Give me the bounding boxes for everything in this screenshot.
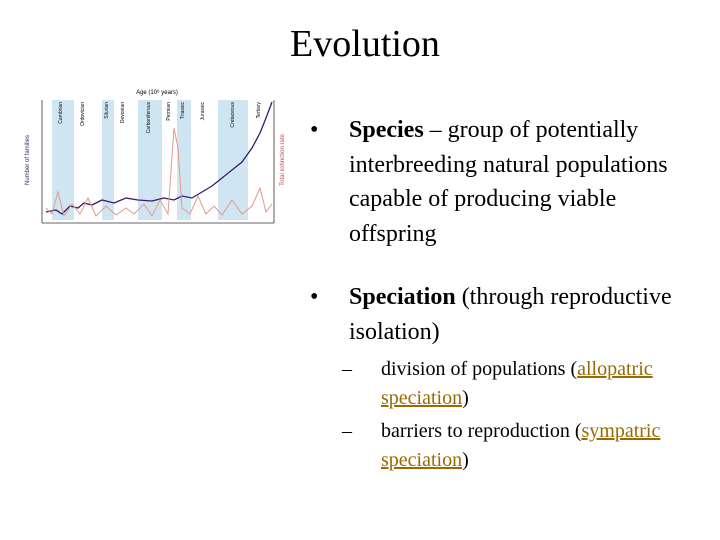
text: ) xyxy=(462,449,469,471)
family-curve xyxy=(45,101,273,215)
x-axis-label: Age (10⁶ years) xyxy=(136,89,178,96)
period-label: Silurian xyxy=(104,102,110,119)
link[interactable]: allopatric speciation xyxy=(381,358,653,409)
bullet-text: Species – group of potentially interbree… xyxy=(349,113,699,251)
term: Species xyxy=(349,117,424,143)
figure: Age (10⁶ years) Number of families Total… xyxy=(22,88,290,232)
definition: (through reproductive isolation) xyxy=(349,284,672,345)
period-label: Carboniferous xyxy=(146,102,152,134)
sub-bullet-text: barriers to reproduction (sympatric spec… xyxy=(381,417,719,475)
period-label: Triassic xyxy=(180,102,186,120)
period-label: Tertiary xyxy=(256,102,262,119)
bullet-marker: • xyxy=(310,117,319,143)
period-label: Cambrian xyxy=(58,102,64,124)
sub-bullet-marker: – xyxy=(342,358,352,380)
period-label: Devonian xyxy=(120,102,126,123)
sub-bullet-text: division of populations (allopatric spec… xyxy=(381,355,719,413)
text: barriers to reproduction ( xyxy=(381,420,582,442)
band xyxy=(102,100,114,220)
sub-bullet-marker: – xyxy=(342,420,352,442)
period-label: Permian xyxy=(166,102,172,121)
bullet-marker: • xyxy=(310,284,319,310)
slide-title: Evolution xyxy=(290,23,440,65)
definition: – group of potentially interbreeding nat… xyxy=(349,117,668,247)
band xyxy=(52,100,74,220)
text: division of populations ( xyxy=(381,358,578,380)
extinction-curve xyxy=(45,127,273,218)
y2-axis-label: Total extinction rate xyxy=(280,133,286,185)
period-label: Jurassic xyxy=(200,102,206,121)
link[interactable]: sympatric speciation xyxy=(381,420,661,471)
period-label: Cretaceous xyxy=(230,102,236,128)
y-axis-label: Number of families xyxy=(25,135,31,185)
period-label: Ordovician xyxy=(80,102,86,126)
term: Speciation xyxy=(349,284,456,310)
text: ) xyxy=(462,387,469,409)
bullet-text: Speciation (through reproductive isolati… xyxy=(349,280,699,349)
